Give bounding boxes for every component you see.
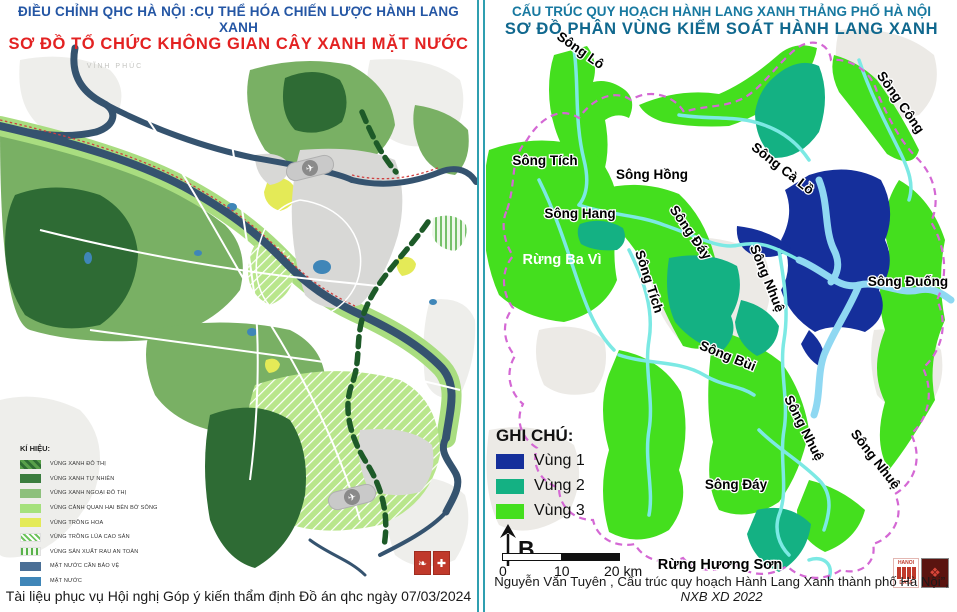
emblem-icon: ❖ (921, 558, 949, 588)
svg-text:✈: ✈ (347, 492, 358, 505)
right-map-caption: Nguyễn Văn Tuyên , Cấu trúc quy hoạch Hà… (486, 574, 957, 604)
swatch-urban-green (20, 459, 41, 469)
left-map-logo: ❧ ✚ (414, 551, 450, 575)
left-map-panel: ✈ ✈ VĨNH PHÚC ĐIỀU CHỈNH QHC HÀ NỘI :CỤ … (0, 0, 477, 612)
swatch-natural-green (20, 474, 41, 484)
forest-label: Rừng Ba Vì (523, 252, 602, 268)
legend-item: Vùng 2 (496, 477, 585, 495)
river-label: Sông Hồng (616, 167, 688, 182)
scale-20: 20 km (604, 563, 643, 579)
legend-item: VÙNG XANH TỰ NHIÊN (20, 472, 158, 487)
legend-item: VÙNG SẢN XUẤT RAU AN TOÀN (20, 545, 158, 560)
legend-item: VÙNG CẢNH QUAN HAI BÊN BỜ SÔNG (20, 501, 158, 516)
green-space-map: ✈ ✈ VĨNH PHÚC (0, 44, 477, 577)
panel-divider (477, 0, 479, 612)
hanoi-data-logo: HANOI DATA (893, 558, 919, 588)
right-map-panel: Sông Lô Sông Công Sông Tích Sông Hồng Sô… (486, 0, 957, 612)
lakes (84, 203, 437, 336)
legend-item: VÙNG XANH ĐÔ THỊ (20, 457, 158, 472)
legend-item: Vùng 3 (496, 502, 585, 520)
right-title-line1: CẤU TRÚC QUY HOẠCH HÀNH LANG XANH THẢNG … (511, 4, 931, 19)
red-river-main (795, 176, 955, 419)
right-map-titles: CẤU TRÚC QUY HOẠCH HÀNH LANG XANH THẢNG … (486, 4, 957, 38)
left-map-legend: KÍ HIỆU: VÙNG XANH ĐÔ THỊ VÙNG XANH TỰ N… (20, 444, 158, 588)
roads (39, 59, 471, 521)
swatch-zone3 (496, 503, 524, 519)
swatch-riverside (20, 503, 41, 513)
logo-bars-icon (895, 567, 917, 579)
left-title-line2: SƠ ĐỒ TỔ CHỨC KHÔNG GIAN CÂY XANH MẶT NƯ… (8, 35, 469, 54)
green-corridor-dashed (345, 109, 431, 549)
vegetable-zone (432, 215, 467, 251)
scale-bar-graphic (502, 553, 620, 561)
legend-item: VÙNG XANH NGOẠI ĐÔ THỊ (20, 486, 158, 501)
left-title-line1: ĐIỀU CHỈNH QHC HÀ NỘI :CỤ THỂ HÓA CHIẾN … (17, 4, 459, 35)
swatch-protected-water (20, 561, 41, 571)
left-map-titles: ĐIỀU CHỈNH QHC HÀ NỘI :CỤ THỂ HÓA CHIẾN … (0, 4, 477, 54)
legend-item: Vùng 1 (496, 452, 585, 470)
river-label: Sông Tích (512, 153, 577, 168)
scale-bar: 0 10 20 km (499, 553, 642, 579)
forest-label: Rừng Hương Sơn (658, 557, 783, 573)
province-label: VĨNH PHÚC (87, 61, 144, 70)
legend-item: VÙNG TRỒNG HOA (20, 515, 158, 530)
swatch-rice (20, 532, 41, 542)
swatch-zone2 (496, 478, 524, 494)
logo-cross-icon: ✚ (433, 551, 450, 575)
legend-title: GHI CHÚ: (496, 426, 574, 445)
right-map-legend: GHI CHÚ: Vùng 1 Vùng 2 Vùng 3 (496, 426, 585, 527)
left-map-caption: Tài liệu phục vụ Hội nghị Góp ý kiến thẩ… (5, 588, 472, 604)
caption-text: Nguyễn Văn Tuyên , Cấu trúc quy hoạch Hà… (494, 574, 949, 589)
legend-item: MẶT NƯỚC CẦN BẢO VỆ (20, 559, 158, 574)
right-title-line2: SƠ ĐỒ PHÂN VÙNG KIỂM SOÁT HÀNH LANG XANH (504, 19, 939, 38)
river-label: Sông Đáy (705, 477, 768, 492)
swatch-water (20, 576, 41, 586)
boundary-dashed (502, 41, 946, 579)
scale-10: 10 (554, 563, 570, 579)
rivers-cyan (537, 48, 913, 580)
airport-icon: ✈ (327, 483, 377, 511)
swatch-flower (20, 518, 41, 528)
legend-item: VÙNG TRỒNG LÚA CAO SẢN (20, 530, 158, 545)
scale-0: 0 (499, 563, 507, 579)
zoning-map: Sông Lô Sông Công Sông Tích Sông Hồng Sô… (486, 27, 955, 580)
right-map-logo: HANOI DATA ❖ (893, 558, 949, 588)
river-label: Sông Hang (544, 206, 615, 221)
logo-leaf-icon: ❧ (414, 551, 431, 575)
caption-publisher: NXB XD 2022 (680, 589, 763, 604)
airport-icon: ✈ (285, 154, 335, 182)
flower-zones (264, 177, 416, 373)
legend-title: KÍ HIỆU: (20, 444, 50, 453)
legend-item: MẶT NƯỚC (20, 574, 158, 589)
panel-divider (483, 0, 485, 612)
swatch-suburban-green (20, 488, 41, 498)
river-label: Sông Đuống (868, 274, 948, 289)
swatch-vegetable (20, 547, 41, 557)
svg-text:✈: ✈ (305, 163, 316, 176)
swatch-zone1 (496, 453, 524, 469)
red-dotted-boundary (0, 119, 441, 307)
